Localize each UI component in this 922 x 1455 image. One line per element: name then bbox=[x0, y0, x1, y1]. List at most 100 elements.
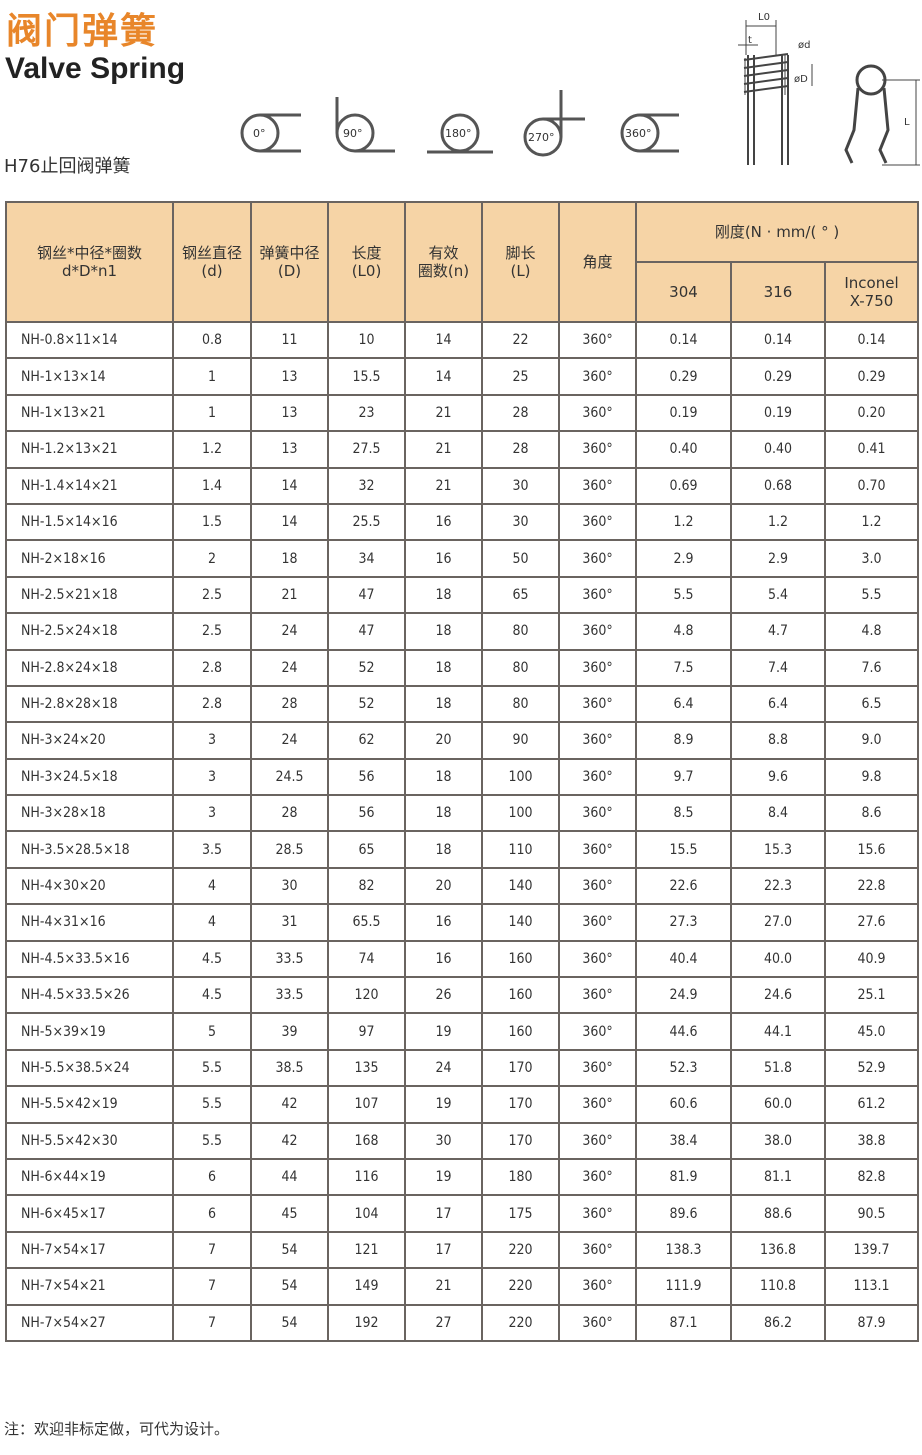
cell-length: 168 bbox=[327, 1121, 406, 1160]
cell-stiffness-304: 15.5 bbox=[635, 830, 732, 869]
table-row: NH-1.4×14×21 1.4 14 32 21 30 360° 0.69 0.68 0.70 bbox=[5, 466, 920, 505]
cell-model: NH-5.5×42×30 bbox=[5, 1121, 174, 1160]
cell-model: NH-3×28×18 bbox=[5, 794, 174, 833]
cell-stiffness-304: 38.4 bbox=[635, 1121, 732, 1160]
cell-active-coils: 19 bbox=[404, 1157, 483, 1197]
cell-angle: 360° bbox=[558, 794, 637, 833]
cell-mean-diameter: 42 bbox=[250, 1085, 329, 1124]
cell-leg-length: 180 bbox=[481, 1157, 560, 1197]
cell-active-coils: 18 bbox=[404, 794, 483, 833]
cell-mean-diameter: 45 bbox=[250, 1194, 329, 1233]
table-row: NH-3×24.5×18 3 24.5 56 18 100 360° 9.7 9.6 9.8 bbox=[5, 757, 920, 797]
cell-active-coils: 18 bbox=[404, 575, 483, 615]
cell-stiffness-inconel: 25.1 bbox=[823, 976, 920, 1015]
cell-stiffness-inconel: 5.5 bbox=[823, 575, 920, 615]
cell-angle: 360° bbox=[558, 1194, 637, 1233]
cell-length: 120 bbox=[327, 976, 406, 1015]
cell-length: 121 bbox=[327, 1230, 406, 1270]
cell-leg-length: 100 bbox=[481, 794, 560, 833]
table-row: NH-7×54×17 7 54 121 17 220 360° 138.3 136.8 139.7 bbox=[5, 1230, 920, 1270]
cell-leg-length: 140 bbox=[481, 866, 560, 906]
cell-model: NH-4×30×20 bbox=[5, 866, 174, 906]
cell-angle: 360° bbox=[558, 539, 637, 578]
cell-mean-diameter: 21 bbox=[250, 575, 329, 615]
cell-leg-length: 220 bbox=[481, 1267, 560, 1306]
cell-stiffness-316: 1.2 bbox=[730, 502, 826, 542]
table-row: NH-6×44×19 6 44 116 19 180 360° 81.9 81.1 82.8 bbox=[5, 1157, 920, 1197]
table-row: NH-2.5×24×18 2.5 24 47 18 80 360° 4.8 4.7 4.8 bbox=[5, 612, 920, 651]
cell-angle: 360° bbox=[558, 1267, 637, 1306]
cell-model: NH-4.5×33.5×26 bbox=[5, 976, 174, 1015]
cell-stiffness-304: 6.4 bbox=[635, 684, 732, 724]
svg-text:270°: 270° bbox=[528, 131, 555, 144]
cell-stiffness-inconel: 90.5 bbox=[823, 1194, 920, 1233]
cell-length: 104 bbox=[327, 1194, 406, 1233]
table-row: NH-3×24×20 3 24 62 20 90 360° 8.9 8.8 9.0 bbox=[5, 721, 920, 760]
cell-active-coils: 20 bbox=[404, 866, 483, 906]
header-mean-diameter: 弹簧中径 (D) bbox=[250, 201, 329, 323]
cell-model: NH-2.8×24×18 bbox=[5, 648, 174, 687]
cell-stiffness-inconel: 9.8 bbox=[823, 757, 920, 797]
cell-mean-diameter: 18 bbox=[250, 539, 329, 578]
table-row: NH-7×54×27 7 54 192 27 220 360° 87.1 86.2 87.9 bbox=[5, 1303, 920, 1342]
cell-stiffness-304: 0.14 bbox=[635, 320, 732, 360]
cell-mean-diameter: 24 bbox=[250, 648, 329, 687]
cell-stiffness-inconel: 3.0 bbox=[823, 539, 920, 578]
table-row: NH-4×31×16 4 31 65.5 16 140 360° 27.3 27.0 27.6 bbox=[5, 903, 920, 942]
svg-text:360°: 360° bbox=[625, 127, 652, 140]
cell-length: 74 bbox=[327, 939, 406, 979]
cell-length: 149 bbox=[327, 1267, 406, 1306]
cell-leg-length: 170 bbox=[481, 1121, 560, 1160]
cell-angle: 360° bbox=[558, 1157, 637, 1197]
cell-model: NH-1.2×13×21 bbox=[5, 430, 174, 469]
cell-active-coils: 19 bbox=[404, 1012, 483, 1051]
cell-stiffness-304: 7.5 bbox=[635, 648, 732, 687]
cell-stiffness-316: 60.0 bbox=[730, 1085, 826, 1124]
cell-length: 82 bbox=[327, 866, 406, 906]
cell-active-coils: 26 bbox=[404, 976, 483, 1015]
title-english: Valve Spring bbox=[5, 52, 186, 85]
cell-stiffness-inconel: 1.2 bbox=[823, 502, 920, 542]
cell-stiffness-304: 52.3 bbox=[635, 1048, 732, 1088]
cell-length: 23 bbox=[327, 393, 406, 433]
header-wire-diameter: 钢丝直径 (d) bbox=[172, 201, 252, 323]
cell-stiffness-inconel: 8.6 bbox=[823, 794, 920, 833]
cell-active-coils: 30 bbox=[404, 1121, 483, 1160]
svg-text:t: t bbox=[748, 35, 752, 46]
cell-stiffness-316: 6.4 bbox=[730, 684, 826, 724]
cell-stiffness-316: 24.6 bbox=[730, 976, 826, 1015]
cell-active-coils: 24 bbox=[404, 1048, 483, 1088]
cell-leg-length: 50 bbox=[481, 539, 560, 578]
footnote: 注：欢迎非标定做，可代为设计。 bbox=[4, 1420, 230, 1438]
cell-angle: 360° bbox=[558, 1048, 637, 1088]
cell-stiffness-inconel: 27.6 bbox=[823, 903, 920, 942]
cell-model: NH-4.5×33.5×16 bbox=[5, 939, 174, 979]
cell-wire-diameter: 1 bbox=[172, 357, 252, 396]
cell-active-coils: 21 bbox=[404, 430, 483, 469]
cell-stiffness-316: 27.0 bbox=[730, 903, 826, 942]
cell-model: NH-3.5×28.5×18 bbox=[5, 830, 174, 869]
cell-leg-length: 90 bbox=[481, 721, 560, 760]
cell-model: NH-1×13×14 bbox=[5, 357, 174, 396]
cell-stiffness-316: 44.1 bbox=[730, 1012, 826, 1051]
spring-dimension-diagram: L0 t ød øD L bbox=[738, 12, 920, 166]
cell-leg-length: 170 bbox=[481, 1085, 560, 1124]
table-row: NH-3.5×28.5×18 3.5 28.5 65 18 110 360° 15.5 15.3… bbox=[5, 830, 920, 869]
cell-leg-length: 175 bbox=[481, 1194, 560, 1233]
cell-active-coils: 14 bbox=[404, 357, 483, 396]
cell-stiffness-inconel: 52.9 bbox=[823, 1048, 920, 1088]
cell-model: NH-2×18×16 bbox=[5, 539, 174, 578]
cell-stiffness-304: 8.5 bbox=[635, 794, 732, 833]
cell-leg-length: 170 bbox=[481, 1048, 560, 1088]
cell-mean-diameter: 13 bbox=[250, 393, 329, 433]
cell-mean-diameter: 24 bbox=[250, 721, 329, 760]
cell-stiffness-inconel: 0.20 bbox=[823, 393, 920, 433]
cell-leg-length: 80 bbox=[481, 612, 560, 651]
table-row: NH-2.8×24×18 2.8 24 52 18 80 360° 7.5 7.4 7.6 bbox=[5, 648, 920, 687]
cell-active-coils: 18 bbox=[404, 648, 483, 687]
cell-model: NH-6×45×17 bbox=[5, 1194, 174, 1233]
cell-stiffness-inconel: 0.70 bbox=[823, 466, 920, 505]
cell-wire-diameter: 1.5 bbox=[172, 502, 252, 542]
cell-length: 32 bbox=[327, 466, 406, 505]
cell-length: 135 bbox=[327, 1048, 406, 1088]
